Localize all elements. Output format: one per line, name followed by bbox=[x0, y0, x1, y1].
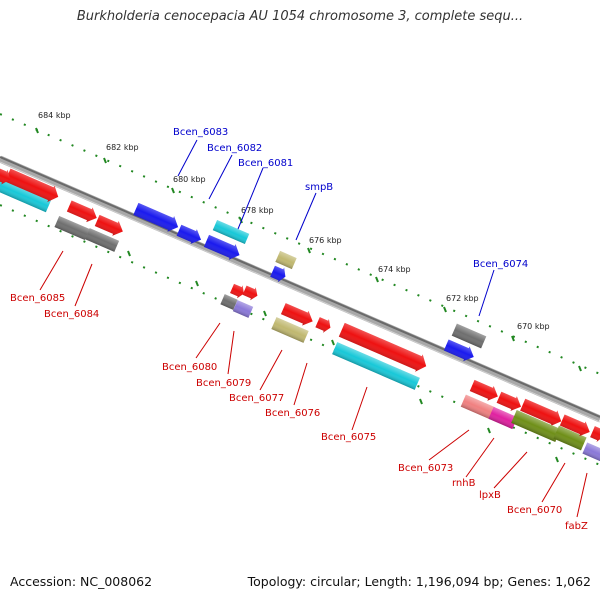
gene-arrow-shading bbox=[133, 202, 179, 232]
scale-label: 684 kbp bbox=[38, 111, 71, 120]
gene-label[interactable]: fabZ bbox=[565, 521, 588, 532]
outer-ruler-line bbox=[0, 113, 600, 375]
gene-arrow-shading bbox=[338, 322, 427, 372]
gene-arrow-shading bbox=[54, 215, 90, 241]
genome-summary: Topology: circular; Length: 1,196,094 bp… bbox=[247, 574, 591, 589]
gene-arrow-shading bbox=[280, 303, 313, 326]
gene-label[interactable]: Bcen_6074 bbox=[473, 259, 528, 270]
gene-arrow-shading bbox=[230, 283, 244, 299]
gene-arrow-shading bbox=[220, 294, 238, 310]
gene-label[interactable]: Bcen_6082 bbox=[207, 143, 262, 154]
gene-features bbox=[0, 166, 600, 462]
gene-arrow-shading bbox=[94, 214, 123, 236]
gene-arrow-shading bbox=[242, 285, 258, 301]
gene-arrow-shading bbox=[553, 425, 587, 451]
gene-arrow-shading bbox=[443, 339, 474, 362]
chromosome-backbone bbox=[0, 155, 600, 423]
scale-label: 676 kbp bbox=[309, 236, 342, 245]
scale-label: 674 kbp bbox=[378, 265, 411, 274]
gene-label[interactable]: smpB bbox=[305, 182, 333, 193]
gene-labels: Bcen_6083 Bcen_6082 Bcen_6081 smpB Bcen_… bbox=[10, 127, 588, 532]
gene-label[interactable]: Bcen_6081 bbox=[238, 158, 293, 169]
gene-arrow-shading bbox=[271, 317, 309, 343]
gene-arrow-shading bbox=[0, 166, 11, 185]
gene-arrow-shading bbox=[275, 250, 297, 270]
scale-label: 672 kbp bbox=[446, 294, 479, 303]
scale-label: 670 kbp bbox=[517, 322, 550, 331]
gene-arrow-shading bbox=[176, 224, 202, 244]
gene-arrow-shading bbox=[511, 410, 561, 442]
gene-label[interactable]: Bcen_6076 bbox=[265, 408, 320, 419]
gene-arrow-shading bbox=[232, 300, 254, 318]
gene-label[interactable]: rnhB bbox=[452, 478, 476, 489]
gene-label[interactable]: lpxB bbox=[479, 490, 501, 501]
gene-label[interactable]: Bcen_6080 bbox=[162, 362, 217, 373]
gene-arrow-shading bbox=[559, 414, 590, 437]
gene-arrow-shading bbox=[451, 323, 487, 349]
gene-arrow-shading bbox=[0, 175, 52, 213]
gene-label[interactable]: Bcen_6077 bbox=[229, 393, 284, 404]
gene-arrow-shading bbox=[496, 391, 522, 411]
gene-label[interactable]: Bcen_6075 bbox=[321, 432, 376, 443]
gene-arrow-shading bbox=[4, 168, 59, 203]
gene-arrow-shading bbox=[520, 398, 562, 426]
scale-label: 680 kbp bbox=[173, 175, 206, 184]
label-leaders bbox=[39, 139, 588, 518]
gene-arrow-shading bbox=[270, 265, 286, 283]
gene-arrow-shading bbox=[315, 317, 331, 333]
scale-label: 682 kbp bbox=[106, 143, 139, 152]
gene-label[interactable]: Bcen_6085 bbox=[10, 293, 65, 304]
gene-arrow-shading bbox=[469, 379, 498, 401]
gene-label[interactable]: Bcen_6079 bbox=[196, 378, 251, 389]
gene-arrow-shading bbox=[66, 200, 97, 223]
map-title: Burkholderia cenocepacia AU 1054 chromos… bbox=[76, 9, 524, 24]
gene-arrow-shading bbox=[212, 220, 250, 244]
gene-arrow-shading bbox=[590, 426, 600, 443]
gene-label[interactable]: Bcen_6070 bbox=[507, 505, 562, 516]
gene-label[interactable]: Bcen_6083 bbox=[173, 127, 228, 138]
accession-text: Accession: NC_008062 bbox=[10, 574, 153, 589]
gene-arrow-shading bbox=[332, 342, 420, 390]
gene-arrow-shading bbox=[203, 234, 240, 260]
gene-arrow-shading bbox=[488, 406, 518, 430]
gene-label[interactable]: Bcen_6084 bbox=[44, 309, 99, 320]
scale-label: 678 kbp bbox=[241, 206, 274, 215]
gene-arrow-shading bbox=[84, 228, 120, 252]
gene-arrow-shading bbox=[460, 394, 496, 420]
gene-label[interactable]: Bcen_6073 bbox=[398, 463, 453, 474]
